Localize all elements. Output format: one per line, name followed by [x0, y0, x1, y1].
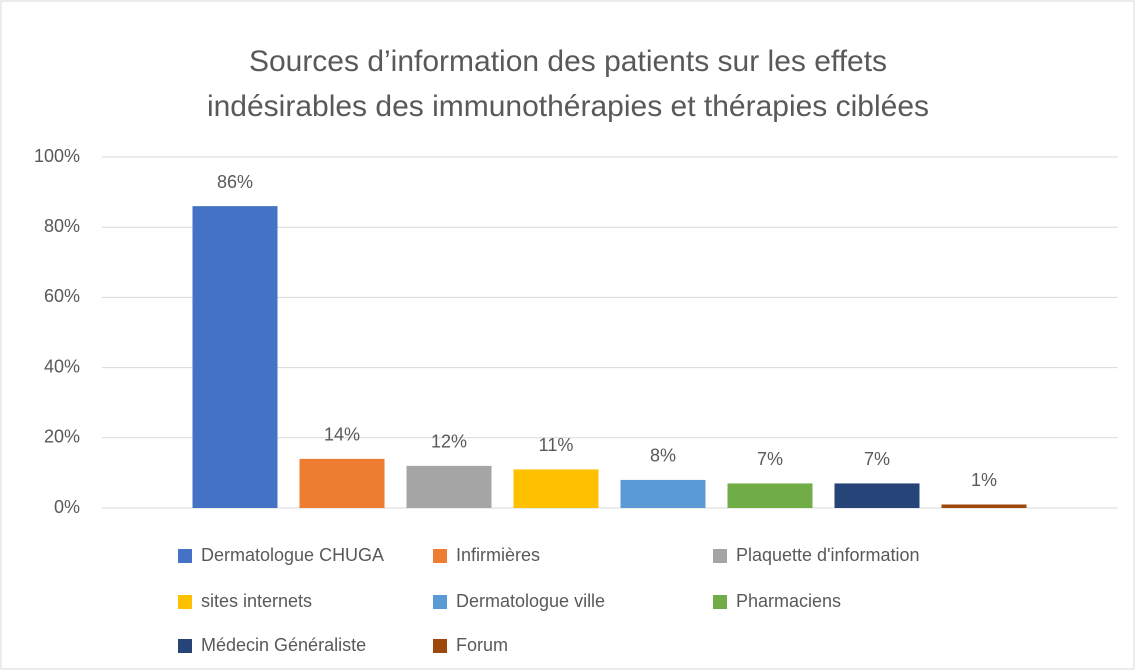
bar [406, 465, 492, 508]
data-label: 14% [324, 425, 360, 445]
y-tick-label: 100% [34, 146, 80, 166]
y-tick-label: 0% [54, 497, 80, 517]
y-tick-label: 80% [44, 216, 80, 236]
legend-label: Dermatologue ville [456, 591, 605, 611]
legend-label: Plaquette d'information [736, 545, 920, 565]
legend-swatch [178, 639, 192, 653]
chart-title: indésirables des immunothérapies et thér… [207, 90, 929, 123]
y-tick-label: 20% [44, 427, 80, 447]
legend-swatch [178, 595, 192, 609]
y-tick-label: 60% [44, 286, 80, 306]
bar [941, 504, 1027, 508]
data-label: 7% [864, 449, 890, 469]
bar [727, 483, 813, 508]
data-label: 11% [539, 435, 574, 455]
legend-swatch [433, 549, 447, 563]
legend-label: Médecin Généraliste [201, 635, 366, 655]
legend-label: Pharmaciens [736, 591, 841, 611]
data-label: 7% [757, 449, 783, 469]
chart-title: Sources d’information des patients sur l… [249, 45, 887, 78]
data-label: 1% [971, 470, 997, 490]
legend-label: Infirmières [456, 545, 540, 565]
bar [299, 458, 385, 508]
data-label: 12% [431, 432, 467, 452]
data-label: 8% [650, 446, 676, 466]
legend-label: sites internets [201, 591, 312, 611]
bar [834, 483, 920, 508]
legend-label: Forum [456, 635, 508, 655]
legend-swatch [433, 639, 447, 653]
legend-label: Dermatologue CHUGA [201, 545, 384, 565]
legend-swatch [713, 549, 727, 563]
bar [192, 206, 278, 508]
bar [620, 479, 706, 508]
y-tick-label: 40% [44, 356, 80, 376]
legend-swatch [713, 595, 727, 609]
bar [513, 469, 599, 508]
data-label: 86% [217, 172, 253, 192]
legend-swatch [433, 595, 447, 609]
legend-swatch [178, 549, 192, 563]
